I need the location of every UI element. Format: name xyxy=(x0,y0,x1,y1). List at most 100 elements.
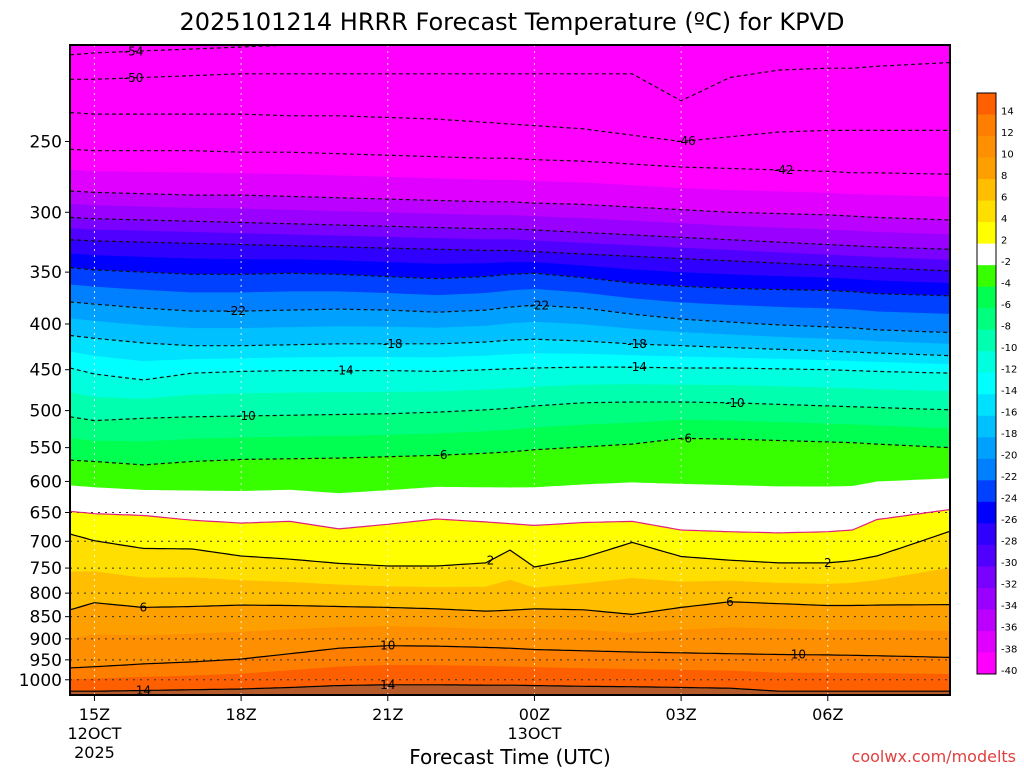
colorbar-label: -16 xyxy=(1001,408,1017,419)
colorbar-label: -6 xyxy=(1001,300,1011,311)
x-tick-label: 00Z xyxy=(519,705,550,724)
isotherm-label: -50 xyxy=(124,71,144,85)
colorbar-swatch xyxy=(977,609,996,632)
colorbar-swatch xyxy=(977,372,996,395)
colorbar-label: -22 xyxy=(1001,472,1017,483)
colorbar-label: -12 xyxy=(1001,365,1017,376)
colorbar-swatch xyxy=(977,200,996,223)
isotherm-10 xyxy=(70,645,950,669)
isotherm-minus-22 xyxy=(70,301,950,334)
colorbar-label: -24 xyxy=(1001,494,1017,505)
colorbar-label: 2 xyxy=(1001,235,1007,246)
colorbar-swatch xyxy=(977,286,996,309)
colorbar-swatch xyxy=(977,652,996,675)
y-tick-label: 850 xyxy=(30,608,62,628)
colorbar-swatch xyxy=(977,157,996,180)
isotherm-label: -18 xyxy=(383,337,403,351)
isotherm-minus-2 xyxy=(70,508,950,534)
isotherm-minus-46 xyxy=(70,111,950,143)
colorbar-swatch xyxy=(977,243,996,266)
isotherm-label: -18 xyxy=(627,337,647,351)
x-tick-label: 12OCT xyxy=(67,724,121,743)
y-tick-label: 500 xyxy=(30,402,62,422)
isotherm-minus-6 xyxy=(70,437,950,466)
isotherm-2 xyxy=(70,530,950,568)
isotherm-label: 10 xyxy=(380,639,395,653)
colorbar: 14 12 10 8 6 4 2 -2 -4 -6 -8 -10 -12 -14 -16 -18 -20 -22 -… xyxy=(976,92,1017,677)
isotherm-minus-14 xyxy=(70,366,950,381)
colorbar-swatch xyxy=(977,587,996,610)
pressure-axis: 2503003504004505005506006507007508008509… xyxy=(19,132,70,691)
colorbar-swatch xyxy=(977,136,996,159)
colorbar-swatch xyxy=(977,329,996,352)
y-tick-label: 250 xyxy=(30,132,62,152)
colorbar-label: 6 xyxy=(1001,192,1007,203)
x-tick-label: 03Z xyxy=(665,705,696,724)
y-tick-label: 800 xyxy=(30,584,62,604)
isotherm-minus-10 xyxy=(70,401,950,422)
colorbar-label: 4 xyxy=(1001,214,1007,225)
isotherm-label: -14 xyxy=(627,360,647,374)
x-tick-label: 15Z xyxy=(79,705,110,724)
isotherm-label: -14 xyxy=(334,364,354,378)
isotherm-label: -10 xyxy=(236,409,256,423)
colorbar-label: 14 xyxy=(1001,106,1014,117)
chart-title: 2025101214 HRRR Forecast Temperature (ºC… xyxy=(179,8,844,36)
y-tick-label: 650 xyxy=(30,503,62,523)
x-tick-label: 21Z xyxy=(372,705,403,724)
colorbar-swatch xyxy=(977,265,996,288)
colorbar-swatch xyxy=(977,501,996,524)
colorbar-swatch xyxy=(977,523,996,546)
colorbar-label: -36 xyxy=(1001,623,1017,634)
y-tick-label: 600 xyxy=(30,472,62,492)
colorbar-swatch xyxy=(977,93,996,116)
isotherm-label: 6 xyxy=(726,595,734,609)
isotherm-labels: -54 -50 -46 -42 -22 -22 -18 -18 -14 -14 -10 -10 -6 -6… xyxy=(124,44,832,697)
isotherm-label: -6 xyxy=(436,448,448,462)
isotherm-lines xyxy=(70,45,950,692)
colorbar-swatch xyxy=(977,114,996,137)
isotherm-minus-18 xyxy=(70,334,950,357)
plot-grid xyxy=(70,45,950,695)
colorbar-swatch xyxy=(977,566,996,589)
colorbar-swatch xyxy=(977,458,996,481)
colorbar-label: -2 xyxy=(1001,257,1011,268)
x-tick-label: 18Z xyxy=(225,705,256,724)
colorbar-swatch xyxy=(977,308,996,331)
colorbar-swatch xyxy=(977,394,996,417)
isotherm-label: 6 xyxy=(140,600,148,614)
y-tick-label: 450 xyxy=(30,361,62,381)
colorbar-label: -10 xyxy=(1001,343,1017,354)
colorbar-label: -20 xyxy=(1001,451,1017,462)
y-tick-label: 350 xyxy=(30,263,62,283)
colorbar-label: -30 xyxy=(1001,558,1017,569)
isotherm-label: 2 xyxy=(824,556,832,570)
colorbar-label: 8 xyxy=(1001,171,1007,182)
colorbar-swatch xyxy=(977,544,996,567)
y-tick-label: 700 xyxy=(30,532,62,552)
isotherm-label: -42 xyxy=(774,163,794,177)
y-tick-label: 750 xyxy=(30,559,62,579)
colorbar-swatch xyxy=(977,630,996,653)
y-tick-label: 900 xyxy=(30,630,62,650)
colorbar-label: -14 xyxy=(1001,386,1017,397)
isotherm-label: -6 xyxy=(680,431,692,445)
x-axis-label: Forecast Time (UTC) xyxy=(409,745,611,768)
isotherm-label: 2 xyxy=(487,553,495,567)
colorbar-swatch xyxy=(977,437,996,460)
colorbar-swatch xyxy=(977,222,996,245)
x-tick-label: 2025 xyxy=(74,743,115,762)
isotherm-label: -10 xyxy=(725,396,745,410)
isotherm-label: -22 xyxy=(530,298,550,312)
colorbar-label: -26 xyxy=(1001,515,1017,526)
y-tick-label: 1000 xyxy=(19,671,62,691)
colorbar-swatch xyxy=(977,351,996,374)
isotherm-label: -22 xyxy=(226,304,246,318)
isotherm-label: -54 xyxy=(124,44,144,58)
x-tick-label: 06Z xyxy=(812,705,843,724)
colorbar-label: 10 xyxy=(1001,149,1014,160)
colorbar-label: -40 xyxy=(1001,666,1017,677)
colorbar-label: -32 xyxy=(1001,580,1017,591)
